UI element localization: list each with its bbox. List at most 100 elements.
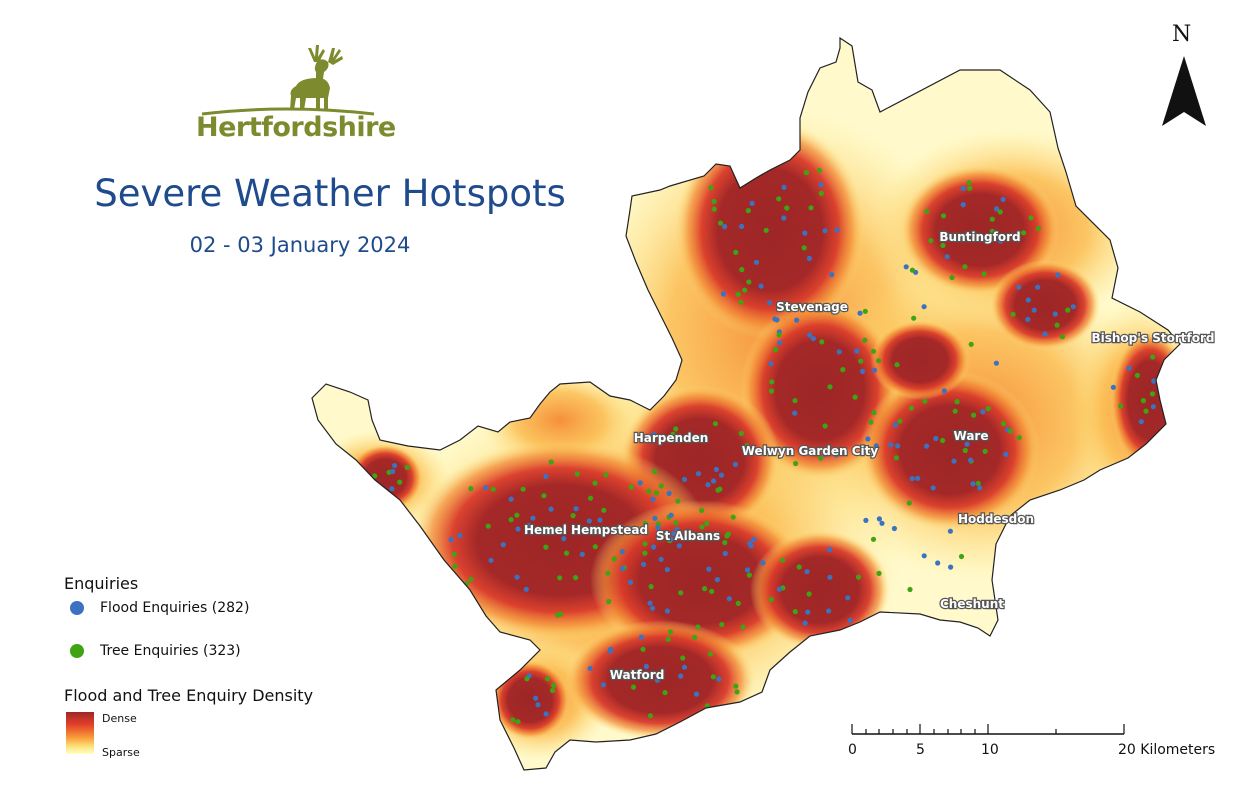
flood-enquiry-point bbox=[658, 556, 664, 562]
tree-enquiry-point bbox=[564, 550, 570, 556]
flood-enquiry-point bbox=[726, 596, 732, 602]
tree-enquiry-point bbox=[818, 455, 824, 461]
hertfordshire-logo: Hertfordshire bbox=[196, 40, 396, 150]
tree-enquiry-point bbox=[803, 170, 810, 176]
tree-enquiry-point bbox=[662, 690, 668, 696]
legend-tree-row: Tree Enquiries (323) bbox=[70, 643, 241, 659]
flood-enquiry-point bbox=[619, 549, 626, 555]
tree-enquiry-point bbox=[711, 198, 717, 204]
tree-enquiry-point bbox=[570, 513, 576, 519]
tree-enquiry-point bbox=[1140, 398, 1146, 404]
tree-enquiry-point bbox=[734, 689, 740, 695]
flood-enquiry-point bbox=[826, 608, 832, 614]
flood-enquiry-point bbox=[924, 443, 930, 449]
flood-enquiry-point bbox=[941, 388, 947, 394]
map-title: Severe Weather Hotspots bbox=[94, 172, 566, 215]
flood-enquiry-point bbox=[713, 466, 720, 472]
flood-enquiry-point bbox=[693, 691, 700, 697]
flood-enquiry-point bbox=[806, 255, 813, 261]
flood-enquiry-point bbox=[652, 515, 658, 521]
flood-enquiry-point bbox=[944, 254, 950, 260]
flood-enquiry-point bbox=[968, 457, 974, 463]
flood-enquiry-point bbox=[909, 476, 915, 482]
flood-dot-icon bbox=[70, 601, 84, 615]
tree-enquiry-point bbox=[680, 655, 686, 661]
flood-enquiry-point bbox=[818, 182, 824, 188]
flood-enquiry-point bbox=[579, 551, 585, 557]
tree-enquiry-point bbox=[735, 600, 741, 607]
town-labels: Stevenage Buntingford Bishop's Stortford… bbox=[523, 229, 1216, 683]
flood-enquiry-point bbox=[847, 617, 853, 624]
tree-enquiry-point bbox=[733, 249, 739, 255]
tree-enquiry-point bbox=[642, 520, 648, 527]
tree-enquiry-point bbox=[667, 629, 674, 635]
tree-enquiry-point bbox=[876, 570, 882, 577]
tree-enquiry-point bbox=[673, 426, 679, 432]
tree-enquiry-point bbox=[692, 634, 698, 641]
flood-enquiry-point bbox=[859, 368, 866, 374]
tree-enquiry-point bbox=[557, 575, 563, 581]
north-arrow-icon bbox=[1162, 56, 1206, 126]
tree-enquiry-point bbox=[549, 687, 556, 694]
tree-enquiry-point bbox=[909, 267, 916, 273]
tree-enquiry-point bbox=[911, 315, 917, 321]
flood-enquiry-point bbox=[548, 506, 554, 512]
legend-enquiries-title: Enquiries bbox=[64, 574, 139, 593]
tree-enquiry-point bbox=[922, 398, 928, 404]
flood-enquiry-point bbox=[794, 317, 800, 323]
tree-enquiry-point bbox=[949, 274, 955, 281]
flood-enquiry-point bbox=[1150, 404, 1156, 410]
legend-tree-label: Tree Enquiries (323) bbox=[100, 643, 241, 659]
flood-enquiry-point bbox=[845, 595, 851, 601]
flood-enquiry-point bbox=[948, 564, 954, 570]
tree-enquiry-point bbox=[940, 242, 946, 249]
flood-enquiry-point bbox=[705, 482, 711, 488]
tree-enquiry-point bbox=[647, 713, 654, 719]
tree-enquiry-point bbox=[796, 564, 802, 570]
flood-enquiry-point bbox=[676, 543, 682, 549]
north-letter: N bbox=[1172, 22, 1192, 47]
tree-enquiry-point bbox=[776, 196, 782, 202]
tree-enquiry-point bbox=[967, 185, 973, 191]
tree-enquiry-point bbox=[748, 167, 754, 174]
tree-enquiry-point bbox=[958, 553, 965, 560]
tree-enquiry-point bbox=[871, 410, 877, 416]
tree-enquiry-point bbox=[746, 572, 753, 578]
flood-enquiry-point bbox=[526, 522, 532, 529]
tree-dot-icon bbox=[70, 644, 84, 658]
tree-enquiry-point bbox=[808, 205, 814, 211]
flood-enquiry-point bbox=[781, 184, 787, 190]
tree-enquiry-point bbox=[870, 348, 877, 354]
town-label-buntingford: Buntingford bbox=[939, 230, 1020, 244]
flood-enquiry-point bbox=[523, 586, 529, 592]
flood-enquiry-point bbox=[933, 435, 939, 442]
tree-enquiry-point bbox=[601, 507, 607, 513]
tree-enquiry-point bbox=[818, 190, 825, 196]
tree-enquiry-point bbox=[404, 464, 410, 470]
flood-enquiry-point bbox=[681, 664, 688, 670]
town-label-welwyn-garden-city: Welwyn Garden City bbox=[742, 444, 879, 458]
enquiry-points bbox=[372, 150, 1171, 725]
flood-enquiry-point bbox=[1003, 451, 1009, 457]
flood-enquiry-point bbox=[854, 348, 860, 354]
flood-enquiry-point bbox=[390, 468, 396, 475]
flood-enquiry-point bbox=[664, 567, 671, 573]
flood-enquiry-point bbox=[970, 481, 976, 487]
flood-enquiry-point bbox=[706, 566, 712, 572]
tree-enquiry-point bbox=[551, 682, 557, 689]
tree-enquiry-point bbox=[772, 347, 779, 353]
tree-enquiry-point bbox=[592, 544, 598, 550]
tree-enquiry-point bbox=[646, 488, 652, 494]
tree-enquiry-point bbox=[510, 717, 516, 723]
tree-enquiry-point bbox=[485, 523, 491, 529]
tree-enquiry-point bbox=[738, 430, 744, 436]
flood-enquiry-point bbox=[448, 537, 454, 543]
flood-enquiry-point bbox=[807, 332, 813, 338]
tree-enquiry-point bbox=[1054, 322, 1060, 328]
tree-enquiry-point bbox=[746, 279, 752, 285]
tree-enquiry-point bbox=[719, 621, 725, 628]
tree-enquiry-point bbox=[968, 341, 974, 347]
flood-enquiry-point bbox=[1025, 297, 1031, 303]
tree-enquiry-point bbox=[784, 205, 790, 211]
